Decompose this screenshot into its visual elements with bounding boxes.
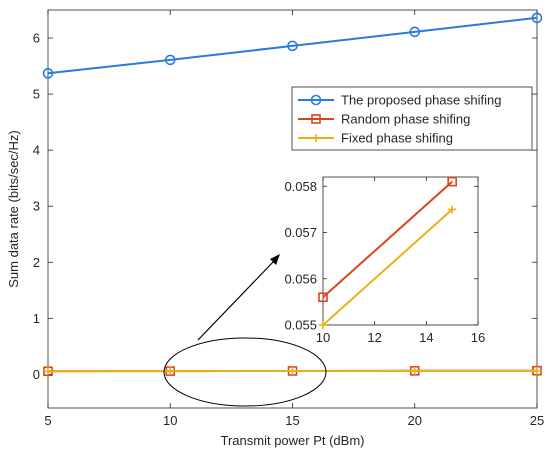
- zoom-ellipse: [163, 337, 327, 407]
- data-point: [42, 68, 54, 79]
- inset-data-point: [319, 321, 327, 329]
- y-tick-label: 0: [33, 367, 40, 382]
- legend-label: Random phase shifing: [341, 112, 470, 127]
- data-point: [287, 40, 298, 52]
- y-tick-label: 3: [33, 199, 40, 214]
- data-point: [166, 367, 175, 376]
- x-tick-label: 10: [163, 413, 177, 428]
- legend-swatch-marker: [310, 94, 322, 106]
- zoom-arrow-line: [197, 259, 276, 341]
- inset-y-tick-label: 0.057: [284, 225, 317, 240]
- data-point: [288, 367, 297, 376]
- y-tick-label: 1: [33, 311, 40, 326]
- y-tick-label: 6: [33, 31, 40, 46]
- x-tick-label: 5: [44, 413, 51, 428]
- data-point: [531, 12, 543, 24]
- legend-box: [291, 86, 533, 151]
- data-point: [410, 366, 419, 375]
- series-line: [47, 16, 538, 75]
- y-tick-label: 5: [33, 87, 40, 102]
- inset-x-tick-label: 10: [316, 330, 330, 345]
- inset-y-tick-label: 0.055: [284, 318, 317, 333]
- inset-frame: [322, 176, 479, 326]
- x-axis-label: Transmit power Pt (dBm): [221, 433, 365, 448]
- y-tick-label: 2: [33, 255, 40, 270]
- inset-data-point: [318, 292, 328, 303]
- inset-y-tick-label: 0.056: [284, 271, 317, 286]
- legend: The proposed phase shifing Random phase s…: [291, 86, 533, 151]
- inset-data-point: [448, 205, 457, 214]
- inset-y-tick-label: 0.058: [284, 179, 317, 194]
- legend-label: Fixed phase shifing: [341, 131, 453, 146]
- x-tick-label: 25: [530, 413, 544, 428]
- legend-swatch-marker: [312, 134, 320, 142]
- inset-series-line: [322, 180, 453, 299]
- y-axis-label: Sum data rate (bits/sec/Hz): [6, 130, 21, 288]
- inset-x-tick-label: 14: [419, 330, 433, 345]
- x-tick-label: 15: [285, 413, 299, 428]
- inset-x-tick-label: 12: [367, 330, 381, 345]
- inset-x-tick-label: 16: [471, 330, 485, 345]
- x-tick-label: 20: [408, 413, 422, 428]
- zoom-arrow-head: [270, 254, 280, 265]
- data-point: [533, 366, 541, 375]
- y-tick-label: 4: [33, 143, 40, 158]
- data-point: [164, 54, 176, 66]
- inset-data-point: [447, 176, 457, 187]
- legend-label: The proposed phase shifing: [341, 93, 501, 108]
- inset-plot: 10 12 14 16 0.055 0.056 0.057 0.058: [284, 176, 485, 345]
- data-point: [409, 26, 421, 38]
- data-point: [44, 367, 52, 376]
- legend-swatch-marker: [311, 114, 321, 124]
- inset-series-line: [322, 208, 453, 326]
